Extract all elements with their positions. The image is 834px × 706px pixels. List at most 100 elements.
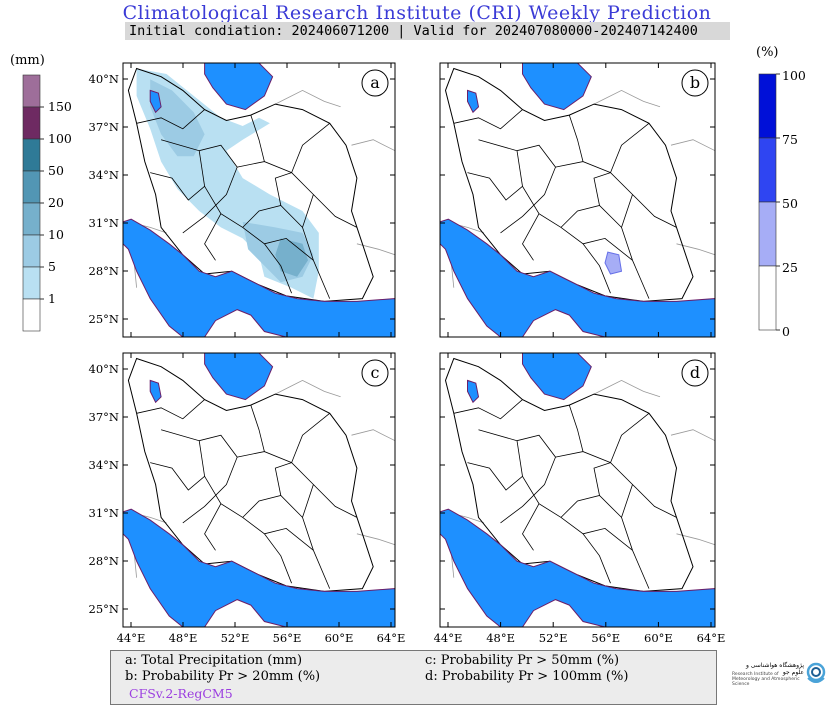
colorbar-swatch — [22, 106, 41, 140]
footer-line-d: d: Probability Pr > 100mm (%) — [425, 669, 629, 684]
colorbar-label: 25 — [782, 260, 798, 275]
lake-urmia — [467, 379, 480, 404]
province-border — [204, 503, 222, 551]
colorbar-swatch — [758, 137, 777, 203]
footer-line-b: b: Probability Pr > 20mm (%) — [125, 669, 321, 684]
province-border — [555, 451, 677, 518]
lon-tick-label: 64°E — [697, 631, 726, 645]
province-border — [150, 172, 205, 201]
lat-tick-label: 40°N — [89, 362, 119, 376]
neighbor-border — [676, 243, 716, 256]
province-border — [150, 462, 205, 491]
province-border — [291, 122, 330, 173]
lon-tick-label: 56°E — [591, 631, 620, 645]
neighbor-border — [356, 533, 396, 546]
institute-logo: پژوهشگاه هواشناسی و علوم جو Research Ins… — [732, 656, 830, 696]
colorbar-label: 50 — [782, 196, 798, 211]
footer-line-a: a: Total Precipitation (mm) — [125, 653, 303, 668]
page-title: Climatological Research Institute (CRI) … — [122, 2, 712, 24]
province-border — [136, 109, 205, 130]
colorbar-label: 50 — [48, 163, 64, 178]
province-border — [522, 503, 540, 551]
lon-tick-label: 60°E — [325, 631, 354, 645]
colorbar-label: 75 — [782, 132, 798, 147]
caspian-sea — [522, 62, 592, 111]
province-border — [568, 114, 584, 162]
province-border — [621, 484, 650, 589]
caspian-sea — [522, 352, 592, 401]
province-border — [264, 527, 314, 551]
province-border — [582, 527, 633, 551]
panel-label: d — [690, 363, 700, 382]
panel-label: b — [690, 73, 700, 92]
neighbor-border — [351, 429, 396, 442]
province-border — [291, 412, 330, 463]
province-border — [237, 161, 358, 228]
lat-tick-label: 31°N — [89, 506, 119, 520]
province-border — [250, 114, 265, 162]
colorbar-label: 100 — [48, 131, 72, 146]
lon-tick-label: 52°E — [539, 631, 568, 645]
lon-tick-label: 64°E — [377, 631, 406, 645]
colorbar-label: 10 — [48, 227, 64, 242]
lat-tick-label: 25°N — [89, 602, 119, 616]
province-border — [568, 404, 584, 452]
colorbar-swatch — [22, 170, 41, 204]
caspian-sea — [204, 352, 274, 401]
map-panel-d: d 44°E 48°E 52°E 56°E 60°E 64°E — [434, 352, 726, 645]
panel-label: a — [370, 73, 380, 92]
probability-area — [604, 251, 623, 275]
province-border — [621, 194, 650, 299]
lat-tick-label: 28°N — [89, 264, 119, 278]
logo-text: پژوهشگاه هواشناسی و علوم جو — [745, 662, 804, 676]
map-panel-b: b — [439, 62, 716, 338]
neighbor-border — [356, 243, 396, 256]
neighbor-border — [275, 379, 341, 398]
province-border — [467, 172, 523, 201]
precipitation-area-heavy — [275, 238, 308, 277]
colorbar-swatch — [22, 74, 41, 108]
lake-urmia — [467, 89, 480, 114]
colorbar-swatch — [758, 73, 777, 139]
province-border — [242, 495, 303, 518]
colorbar-swatch — [22, 298, 41, 332]
colorbar-label: 150 — [48, 99, 72, 114]
probability-colorbar: (%)100 75 50 25 0 — [756, 45, 806, 339]
lat-tick-label: 40°N — [89, 72, 119, 86]
map-panel-c: c 40°N 37°N 34°N 31°N 28°N 25°N 44°E 48°E 52°E 56°… — [89, 352, 406, 645]
panel-frame — [122, 352, 396, 628]
footer-line-c: c: Probability Pr > 50mm (%) — [425, 653, 620, 668]
neighbor-border — [670, 429, 716, 442]
country-border — [444, 67, 694, 302]
panel-label-circle — [681, 69, 709, 97]
colorbar-swatch — [758, 265, 777, 331]
panel-label-circle — [361, 69, 389, 97]
province-border — [274, 172, 292, 206]
lon-tick-label: 48°E — [486, 631, 515, 645]
map-figure: a 40°N 37°N 34°N 31°N 28°N 25°N b c 40°N 37°N 34°N 3… — [10, 45, 806, 645]
neighbor-border — [670, 139, 716, 152]
panel-label-circle — [681, 359, 709, 387]
province-border — [204, 213, 222, 261]
province-border — [274, 462, 292, 496]
province-border — [555, 161, 677, 228]
lat-tick-label: 28°N — [89, 554, 119, 568]
country-border — [444, 357, 694, 592]
colorbar-unit-mm: (mm) — [10, 53, 45, 68]
neighbor-border — [351, 139, 396, 152]
neighbor-border — [275, 89, 341, 108]
province-border — [264, 237, 314, 261]
lon-tick-label: 56°E — [273, 631, 302, 645]
province-border — [522, 213, 540, 261]
colorbar-label: 0 — [782, 324, 790, 339]
lat-tick-label: 34°N — [89, 168, 119, 182]
lat-tick-label: 37°N — [89, 410, 119, 424]
lat-tick-label: 34°N — [89, 458, 119, 472]
province-border — [610, 412, 650, 463]
panel-label: c — [371, 363, 380, 382]
province-border — [302, 194, 331, 299]
lon-tick-label: 60°E — [644, 631, 673, 645]
neighbor-border — [676, 533, 716, 546]
lon-tick-label: 52°E — [221, 631, 250, 645]
colorbar-swatch — [22, 202, 41, 236]
